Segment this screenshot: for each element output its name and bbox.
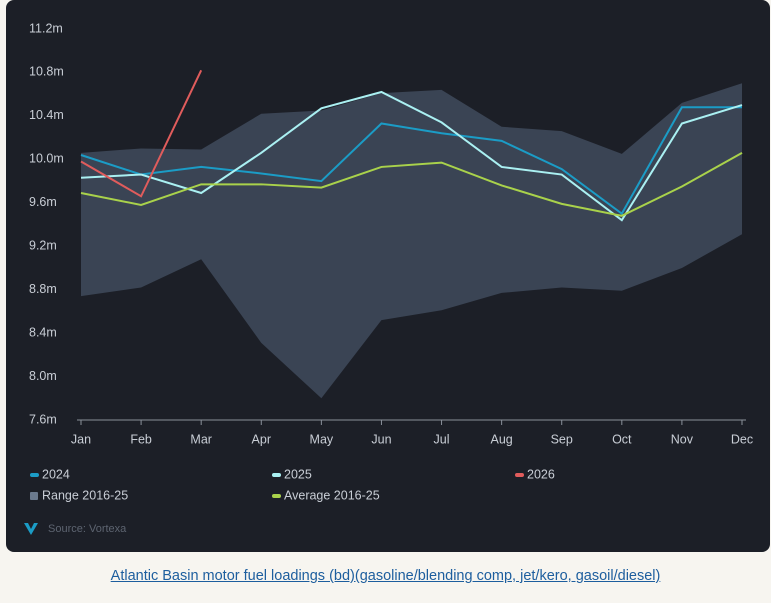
series-line <box>80 69 203 198</box>
x-tick-label: Dec <box>731 432 753 446</box>
source-logo <box>24 523 38 535</box>
series-line <box>80 90 743 222</box>
x-tick-label: Apr <box>252 432 271 446</box>
source-text: Source: Vortexa <box>48 523 127 535</box>
caption-link[interactable]: Atlantic Basin motor fuel loadings (bd)(… <box>110 568 661 584</box>
legend-swatch <box>30 473 39 477</box>
chart: 7.6m 8.0m 8.4m 8.8m 9.2m 9.6m 10.0m 10.4m 10.8m 1… <box>24 21 753 535</box>
series-line <box>80 151 743 217</box>
caption: Atlantic Basin motor fuel loadings (bd)(… <box>0 568 771 584</box>
y-tick-label: 11.2m <box>29 21 63 35</box>
y-tick-label: 8.8m <box>29 282 57 296</box>
y-tick-label: 7.6m <box>29 412 57 426</box>
y-tick-label: 10.0m <box>29 152 64 166</box>
range-area <box>81 83 742 399</box>
legend-label: Average 2016-25 <box>284 488 380 502</box>
x-tick-label: Feb <box>130 432 152 446</box>
legend-swatch <box>272 473 281 477</box>
x-tick-label: Jun <box>371 432 391 446</box>
legend-label: 2026 <box>527 467 555 481</box>
legend-swatch <box>272 494 281 498</box>
x-tick-label: Sep <box>551 432 573 446</box>
legend-label: Range 2016-25 <box>42 488 128 502</box>
legend-swatch <box>30 492 38 500</box>
series-line <box>80 106 742 216</box>
y-tick-label: 8.4m <box>29 325 57 339</box>
x-tick-label: Jan <box>71 432 91 446</box>
x-tick-label: Aug <box>491 432 513 446</box>
x-tick-label: Jul <box>434 432 450 446</box>
y-tick-label: 10.4m <box>29 108 64 122</box>
legend-label: 2024 <box>42 467 70 481</box>
y-tick-label: 9.2m <box>29 239 57 253</box>
y-tick-label: 10.8m <box>29 65 64 79</box>
x-tick-label: May <box>310 432 334 446</box>
y-tick-label: 8.0m <box>29 369 57 383</box>
chart-panel: 7.6m 8.0m 8.4m 8.8m 9.2m 9.6m 10.0m 10.4m 10.8m 1… <box>6 0 770 552</box>
x-tick-label: Oct <box>612 432 632 446</box>
legend-swatch <box>515 473 524 477</box>
x-tick-label: Mar <box>190 432 212 446</box>
legend-label: 2025 <box>284 467 312 481</box>
y-tick-label: 9.6m <box>29 195 57 209</box>
x-tick-label: Nov <box>671 432 694 446</box>
